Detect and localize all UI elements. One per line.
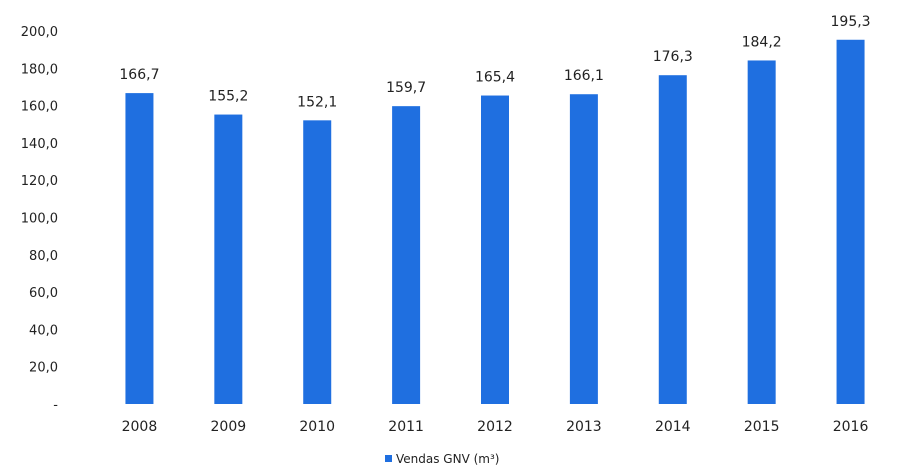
y-tick-label: -	[53, 398, 58, 413]
data-label: 159,7	[386, 80, 426, 96]
y-tick-label: 160,0	[21, 100, 58, 115]
data-label: 195,3	[831, 14, 871, 30]
y-tick-label: 120,0	[21, 174, 58, 189]
x-axis: 2008 2009 2010 2011 2012 2013 2014 2015 2016	[122, 419, 869, 435]
x-tick-label: 2016	[833, 419, 869, 435]
data-label: 165,4	[475, 70, 515, 86]
legend-label: Vendas GNV (m³)	[396, 452, 499, 466]
x-tick-label: 2010	[299, 419, 335, 435]
y-tick-label: 60,0	[29, 286, 58, 301]
data-label: 166,7	[119, 67, 159, 83]
data-label: 166,1	[564, 68, 604, 84]
data-label: 155,2	[208, 89, 248, 105]
x-tick-label: 2011	[388, 419, 424, 435]
x-tick-label: 2009	[211, 419, 247, 435]
bar	[569, 94, 598, 404]
bar	[214, 114, 243, 404]
bar	[125, 93, 154, 405]
x-tick-label: 2014	[655, 419, 691, 435]
y-tick-label: 80,0	[29, 249, 58, 264]
bar	[303, 120, 332, 405]
bar	[658, 75, 687, 404]
y-tick-label: 20,0	[29, 361, 58, 376]
bars	[125, 39, 865, 405]
legend-swatch	[385, 455, 392, 462]
y-tick-label: 180,0	[21, 62, 58, 77]
y-tick-label: 100,0	[21, 212, 58, 227]
bar	[747, 60, 776, 404]
y-tick-label: 200,0	[21, 25, 58, 40]
x-tick-label: 2008	[122, 419, 158, 435]
y-axis: - 20,0 40,0 60,0 80,0 100,0 120,0 140,0 160,0 180…	[21, 25, 59, 413]
bar	[392, 106, 421, 405]
data-label: 152,1	[297, 94, 337, 110]
y-tick-label: 140,0	[21, 137, 58, 152]
y-tick-label: 40,0	[29, 323, 58, 338]
legend: Vendas GNV (m³)	[385, 452, 499, 466]
data-label: 184,2	[742, 34, 782, 50]
x-tick-label: 2012	[477, 419, 513, 435]
data-labels: 166,7 155,2 152,1 159,7 165,4 166,1 176,3 184,2…	[119, 14, 870, 111]
bar	[481, 95, 509, 405]
x-tick-label: 2013	[566, 419, 602, 435]
data-label: 176,3	[653, 49, 693, 65]
x-tick-label: 2015	[744, 419, 780, 435]
bar	[836, 39, 865, 404]
